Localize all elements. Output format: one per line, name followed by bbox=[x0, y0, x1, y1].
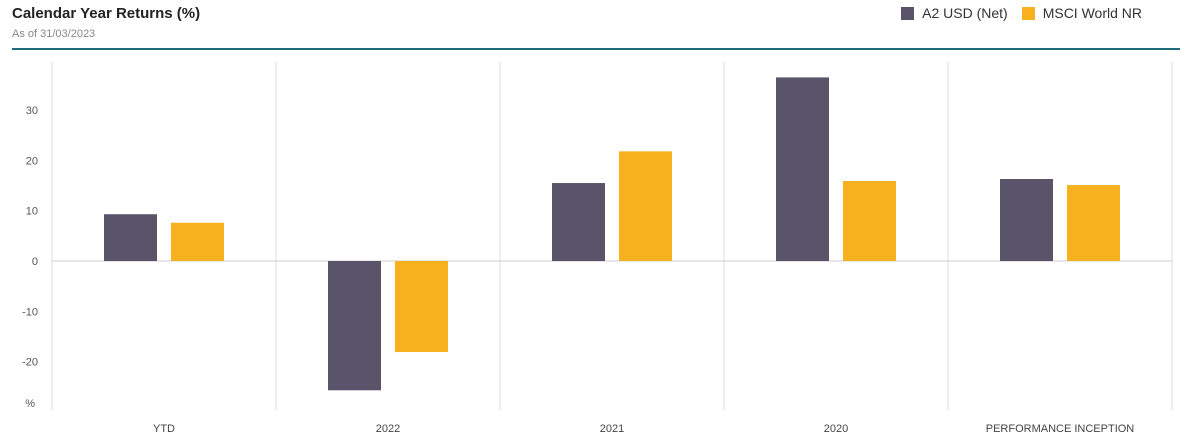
legend-label-benchmark: MSCI World NR bbox=[1042, 5, 1142, 21]
bar-benchmark bbox=[619, 151, 672, 261]
x-category-label: YTD bbox=[153, 423, 175, 435]
bar-fund bbox=[328, 261, 381, 391]
legend-swatch-benchmark bbox=[1021, 6, 1035, 20]
x-category-label: PERFORMANCE INCEPTION bbox=[986, 423, 1135, 435]
y-tick-label: 30 bbox=[26, 105, 38, 117]
bar-fund bbox=[1000, 179, 1053, 261]
x-category-label: 2021 bbox=[600, 423, 624, 435]
bar-fund bbox=[552, 183, 605, 261]
bar-fund bbox=[776, 77, 829, 261]
y-tick-label: 10 bbox=[26, 206, 38, 218]
bar-benchmark bbox=[171, 222, 224, 261]
y-tick-label: -10 bbox=[22, 306, 38, 318]
x-category-label: 2020 bbox=[824, 423, 848, 435]
bar-fund bbox=[104, 214, 157, 261]
x-category-label: 2022 bbox=[376, 423, 400, 435]
y-unit-label: % bbox=[25, 398, 35, 410]
bar-benchmark bbox=[1067, 185, 1120, 261]
bar-benchmark bbox=[843, 181, 896, 261]
y-tick-label: -20 bbox=[22, 357, 38, 369]
header-divider bbox=[12, 48, 1180, 50]
chart-subtitle: As of 31/03/2023 bbox=[12, 28, 96, 40]
chart-header: Calendar Year Returns (%) As of 31/03/20… bbox=[12, 0, 1180, 50]
legend-swatch-fund bbox=[901, 6, 915, 20]
y-tick-label: 20 bbox=[26, 155, 38, 167]
chart-title: Calendar Year Returns (%) bbox=[12, 5, 201, 22]
legend-item-fund[interactable]: A2 USD (Net) bbox=[901, 5, 1008, 21]
chart-legend: A2 USD (Net) MSCI World NR bbox=[901, 5, 1142, 21]
bar-benchmark bbox=[395, 261, 448, 353]
y-tick-label: 0 bbox=[32, 256, 38, 268]
legend-label-fund: A2 USD (Net) bbox=[922, 5, 1008, 21]
legend-item-benchmark[interactable]: MSCI World NR bbox=[1021, 5, 1142, 21]
